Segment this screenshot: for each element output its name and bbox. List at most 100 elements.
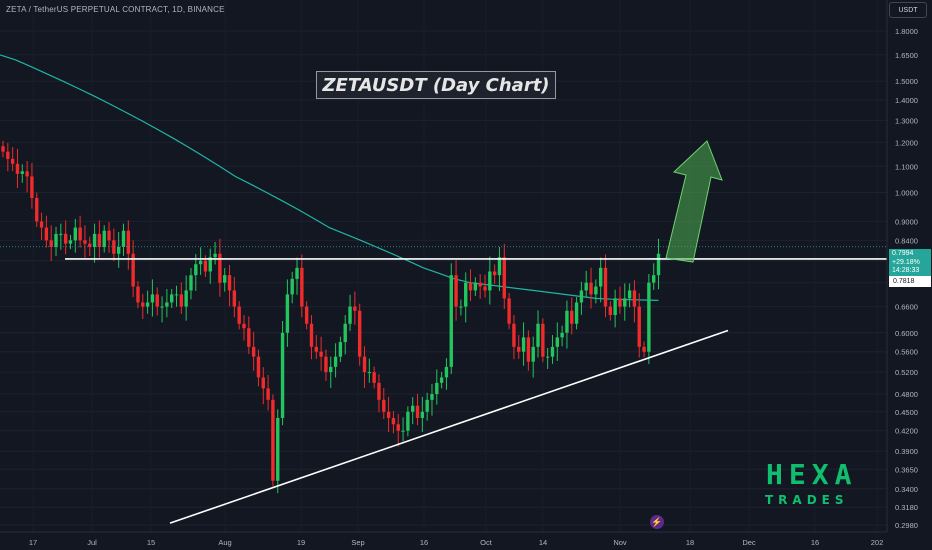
candle-body xyxy=(203,260,208,272)
candle-body xyxy=(632,290,637,307)
candle-body xyxy=(145,302,150,307)
candle-body xyxy=(30,176,34,199)
candle-body xyxy=(555,337,559,347)
time-tick-label: 202 xyxy=(871,538,884,547)
candle-body xyxy=(165,302,169,307)
candle-body xyxy=(411,405,415,412)
candle-body xyxy=(396,424,400,431)
price-tick-label: 0.4800 xyxy=(895,390,918,399)
candle-body xyxy=(502,257,506,299)
candle-body xyxy=(454,275,458,307)
candle-body xyxy=(488,271,492,291)
price-tick-label: 1.0000 xyxy=(895,188,918,197)
candle-body xyxy=(213,253,217,258)
currency-button[interactable]: USDT xyxy=(889,2,927,18)
candle-body xyxy=(295,267,299,279)
candle-body xyxy=(256,356,261,378)
candle-body xyxy=(189,275,193,291)
candle-body xyxy=(637,306,641,347)
price-tick-label: 0.3180 xyxy=(895,503,918,512)
candle-body xyxy=(88,243,92,247)
candle-body xyxy=(280,332,285,418)
candle-body xyxy=(483,286,487,291)
candle-body xyxy=(618,298,622,307)
candle-body xyxy=(227,275,232,291)
time-tick-label: 15 xyxy=(147,538,155,547)
candle-body xyxy=(324,356,328,373)
candle-body xyxy=(232,290,237,307)
price-tick-label: 0.3900 xyxy=(895,447,918,456)
price-tick-label: 1.2000 xyxy=(895,138,918,147)
time-tick-label: Aug xyxy=(218,538,231,547)
candle-body xyxy=(102,230,106,247)
candle-body xyxy=(362,356,367,373)
annotation-lines xyxy=(0,140,887,524)
candle-body xyxy=(35,198,39,222)
candle-body xyxy=(348,306,352,324)
candle-body xyxy=(49,240,53,247)
candle-body xyxy=(357,310,362,357)
time-tick-label: 17 xyxy=(29,538,37,547)
candle-body xyxy=(223,275,227,283)
candle-body xyxy=(589,282,593,295)
candle-body xyxy=(517,346,521,352)
candle-body xyxy=(116,246,121,254)
candle-body xyxy=(545,356,550,358)
candle-body xyxy=(184,290,188,307)
candle-body xyxy=(25,171,29,177)
candle-body xyxy=(54,233,58,247)
candle-body xyxy=(507,298,511,324)
candle-body xyxy=(218,253,222,283)
candle-body xyxy=(141,302,145,307)
candle-body xyxy=(121,230,126,247)
candle-body xyxy=(570,310,574,324)
candle-body xyxy=(15,163,20,174)
candle-body xyxy=(285,294,290,333)
candle-body xyxy=(266,388,270,400)
candle-body xyxy=(353,306,357,311)
brand-line2: TRADES xyxy=(765,493,849,507)
chart-grid xyxy=(0,30,887,526)
candle-body xyxy=(584,282,588,291)
candle-body xyxy=(382,399,386,412)
price-tick-label: 0.5600 xyxy=(895,348,918,357)
candle-body xyxy=(97,233,102,247)
candles-layer xyxy=(1,140,661,494)
candle-body xyxy=(314,346,318,352)
price-tick-label: 0.5200 xyxy=(895,368,918,377)
symbol-header: ZETA / TetherUS PERPETUAL CONTRACT, 1D, … xyxy=(6,5,225,14)
resistance-price-tag: 0.7818 xyxy=(889,276,931,287)
candle-body xyxy=(521,337,526,352)
candle-body xyxy=(343,323,347,343)
candle-body xyxy=(1,146,5,152)
candle-body xyxy=(261,377,265,389)
candle-body xyxy=(160,306,164,308)
candle-body xyxy=(92,233,97,247)
candle-body xyxy=(242,323,246,329)
candle-body xyxy=(497,257,502,276)
time-tick-label: Oct xyxy=(480,538,493,547)
candle-body xyxy=(372,372,376,383)
price-tick-label: 0.2980 xyxy=(895,521,918,530)
candle-body xyxy=(642,346,646,352)
change-percent: +29.18% xyxy=(892,258,920,266)
candle-body xyxy=(468,282,473,291)
candle-body xyxy=(179,294,184,307)
candle-body xyxy=(377,382,381,400)
candle-body xyxy=(627,290,632,299)
time-axis[interactable]: 17 Jul 15 Aug 19 Sep 16 Oct 14 Nov 18 Dec 16 202 xyxy=(0,531,887,547)
candle-body xyxy=(333,356,338,367)
candle-countdown: 14:28:33 xyxy=(892,267,920,275)
candle-body xyxy=(208,257,212,272)
bolt-icon[interactable]: ⚡ xyxy=(650,515,664,529)
candle-body xyxy=(594,286,598,295)
candle-body xyxy=(512,323,516,347)
candle-body xyxy=(276,417,280,481)
candle-body xyxy=(401,430,405,432)
time-tick-label: 18 xyxy=(686,538,694,547)
brand-line1: HEXA xyxy=(766,458,858,491)
last-price-tag: 0.7994 +29.18% 14:28:33 xyxy=(889,249,931,276)
candle-body xyxy=(68,240,73,244)
candle-body xyxy=(550,346,555,357)
